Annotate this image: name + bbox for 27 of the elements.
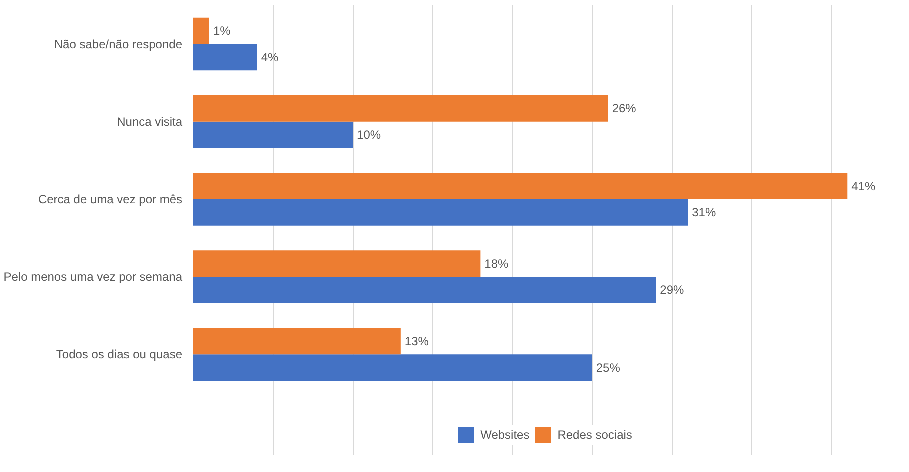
bar [194, 199, 688, 226]
data-label: 4% [261, 50, 279, 64]
y-tick-label: Todos os dias ou quase [56, 348, 183, 362]
data-label: 13% [404, 334, 430, 348]
data-label: 25% [596, 360, 621, 375]
data-label: 31% [692, 206, 716, 220]
bar [194, 354, 592, 382]
data-label: 1% [213, 24, 232, 38]
bar [194, 18, 210, 44]
data-label: 10% [357, 128, 382, 142]
legend-label: Redes sociais [558, 428, 632, 442]
data-label: 18% [484, 256, 510, 271]
data-label: 26% [612, 102, 637, 116]
bar [194, 122, 354, 148]
y-tick-label: Nunca visita [117, 114, 183, 129]
y-tick-label: Pelo menos uma vez por semana [4, 270, 183, 284]
data-label: 29% [660, 283, 685, 298]
bar [194, 44, 258, 71]
data-label: 41% [852, 179, 876, 194]
bar [194, 328, 401, 355]
bar [194, 277, 656, 304]
y-tick-label: Cerca de uma vez por mês [38, 192, 183, 206]
y-tick-label: Não sabe/não responde [54, 37, 183, 52]
legend-label: Websites [480, 428, 530, 442]
bar [194, 173, 848, 200]
bar [194, 96, 608, 122]
bar [194, 250, 481, 278]
